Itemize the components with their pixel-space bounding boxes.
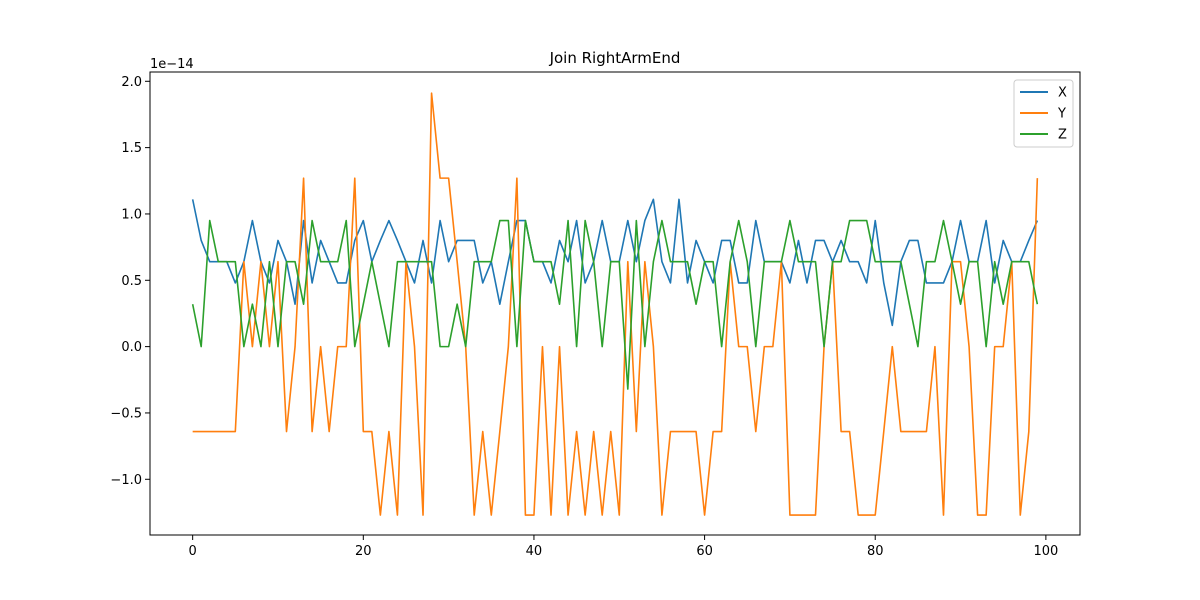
series-line-y bbox=[192, 92, 1039, 516]
y-scale-label: 1e−14 bbox=[150, 57, 194, 72]
legend-label-z: Z bbox=[1058, 128, 1067, 143]
y-tick-label: −0.5 bbox=[110, 406, 142, 421]
y-tick-label: 1.0 bbox=[121, 207, 142, 222]
legend-label-y: Y bbox=[1057, 107, 1066, 122]
plot-area-frame bbox=[149, 71, 1081, 536]
chart-title: Join RightArmEnd bbox=[549, 49, 681, 67]
legend-label-x: X bbox=[1058, 86, 1067, 101]
y-tick-label: 1.5 bbox=[121, 141, 142, 156]
series-layer bbox=[191, 92, 1039, 516]
series-line-z bbox=[191, 219, 1039, 390]
x-axis: 0 20 40 60 80 100 bbox=[189, 535, 1058, 559]
y-tick-label: 2.0 bbox=[121, 75, 142, 90]
legend: XYZ bbox=[1013, 79, 1074, 148]
x-tick-label: 0 bbox=[189, 544, 197, 559]
y-axis: −1.0 −0.5 0.0 0.5 1.0 1.5 2.0 bbox=[110, 75, 150, 488]
x-tick-label: 40 bbox=[526, 544, 543, 559]
x-tick-label: 80 bbox=[867, 544, 884, 559]
x-tick-label: 100 bbox=[1033, 544, 1058, 559]
y-tick-label: 0.0 bbox=[121, 340, 142, 355]
y-tick-label: 0.5 bbox=[121, 274, 142, 289]
x-tick-label: 60 bbox=[696, 544, 713, 559]
y-tick-label: −1.0 bbox=[110, 473, 142, 488]
x-tick-label: 20 bbox=[355, 544, 372, 559]
